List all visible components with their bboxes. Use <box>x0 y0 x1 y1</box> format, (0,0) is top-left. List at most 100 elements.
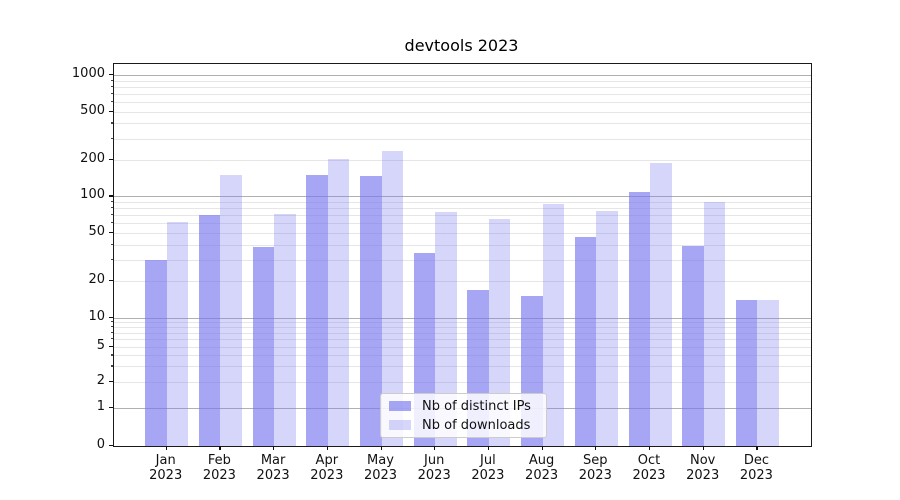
y-tick-mark-2 <box>109 380 113 382</box>
y-tick-mark-1 <box>109 406 113 408</box>
bar-nb-of-distinct-ips-jan <box>145 259 167 446</box>
x-tick-mark-feb <box>219 446 221 450</box>
legend-label-distinct-ips: Nb of distinct IPs <box>422 398 531 414</box>
legend-label-downloads: Nb of downloads <box>422 417 531 433</box>
x-tick-label-oct: Oct 2023 <box>632 453 666 483</box>
x-tick-label-may: May 2023 <box>363 453 398 483</box>
bar-nb-of-downloads-aug <box>542 203 565 446</box>
bar-nb-of-distinct-ips-may <box>360 175 382 446</box>
gridline-minor-80 <box>114 208 811 210</box>
gridline-minor-400 <box>114 123 811 125</box>
bar-nb-of-distinct-ips-nov <box>682 246 704 446</box>
y-tick-mark-500 <box>109 110 113 112</box>
gridline-minor-5 <box>114 347 811 348</box>
gridline-minor-9 <box>114 322 811 324</box>
y-tick-label-50: 50 <box>88 223 105 239</box>
y-minortick-mark-80 <box>111 207 113 209</box>
x-tick-label-mar: Mar 2023 <box>256 453 290 483</box>
x-tick-mark-aug <box>541 446 543 450</box>
y-tick-label-1000: 1000 <box>71 66 105 82</box>
legend-swatch-distinct-ips <box>389 401 411 411</box>
gridline-minor-30 <box>114 259 811 261</box>
x-tick-label-apr: Apr 2023 <box>310 453 344 483</box>
gridline-minor-70 <box>114 215 811 217</box>
x-tick-label-aug: Aug 2023 <box>525 453 559 483</box>
y-tick-mark-0 <box>109 445 113 447</box>
y-minortick-mark-70 <box>111 214 113 216</box>
x-tick-label-jul: Jul 2023 <box>471 453 505 483</box>
bar-nb-of-distinct-ips-dec <box>735 299 758 446</box>
x-tick-label-feb: Feb 2023 <box>202 453 236 483</box>
y-minortick-mark-800 <box>111 85 113 88</box>
plot-area <box>113 63 812 447</box>
y-tick-mark-1000 <box>109 74 113 76</box>
bar-nb-of-downloads-dec <box>757 299 779 446</box>
gridline-minor-90 <box>114 201 811 203</box>
y-tick-label-2: 2 <box>96 372 105 388</box>
legend: Nb of distinct IPs Nb of downloads <box>380 393 547 438</box>
x-tick-label-jun: Jun 2023 <box>417 453 451 483</box>
x-tick-mark-mar <box>273 446 275 450</box>
y-tick-mark-10 <box>109 316 113 318</box>
gridline-minor-900 <box>114 80 811 82</box>
y-tick-label-500: 500 <box>80 102 105 118</box>
y-minortick-mark-7 <box>111 331 113 333</box>
y-tick-mark-20 <box>109 280 113 282</box>
y-minortick-mark-90 <box>111 200 113 203</box>
legend-item-downloads: Nb of downloads <box>389 418 546 433</box>
gridline-major-1000 <box>114 75 811 77</box>
y-tick-label-10: 10 <box>88 308 105 324</box>
y-tick-label-5: 5 <box>96 338 105 353</box>
y-minortick-mark-700 <box>111 92 113 95</box>
gridline-minor-60 <box>114 223 811 225</box>
bar-nb-of-distinct-ips-mar <box>252 247 275 446</box>
y-minortick-mark-6 <box>111 338 113 340</box>
bar-nb-of-downloads-jun <box>435 211 457 446</box>
bar-nb-of-distinct-ips-apr <box>306 175 328 446</box>
gridline-minor-8 <box>114 327 811 329</box>
gridline-minor-4 <box>114 355 811 357</box>
bar-nb-of-downloads-jan <box>166 222 189 446</box>
y-tick-label-1: 1 <box>96 398 105 414</box>
chart-title: devtools 2023 <box>404 36 519 55</box>
bar-nb-of-distinct-ips-sep <box>574 237 597 446</box>
bar-nb-of-downloads-mar <box>274 213 296 446</box>
y-tick-mark-100 <box>109 195 113 197</box>
y-minortick-mark-300 <box>111 137 113 139</box>
y-tick-mark-50 <box>109 231 113 234</box>
bar-nb-of-distinct-ips-oct <box>628 191 650 446</box>
gridline-minor-3 <box>114 366 811 368</box>
x-tick-mark-apr <box>326 446 328 450</box>
gridline-minor-700 <box>114 93 811 95</box>
bar-nb-of-downloads-feb <box>220 175 242 446</box>
x-tick-mark-jan <box>165 446 167 450</box>
y-minortick-mark-40 <box>111 243 113 245</box>
y-minortick-mark-400 <box>111 122 113 124</box>
gridline-minor-6 <box>114 339 811 341</box>
y-minortick-mark-3 <box>111 365 113 367</box>
x-tick-mark-jul <box>487 446 490 450</box>
gridline-minor-2 <box>114 381 811 383</box>
x-tick-label-jan: Jan 2023 <box>149 453 183 483</box>
y-tick-label-200: 200 <box>80 150 105 166</box>
bar-nb-of-downloads-apr <box>327 159 350 446</box>
legend-item-distinct-ips: Nb of distinct IPs <box>389 399 546 414</box>
gridline-minor-40 <box>114 244 811 246</box>
gridline-minor-7 <box>114 332 811 334</box>
gridline-major-10 <box>114 317 811 319</box>
y-tick-label-100: 100 <box>80 187 105 203</box>
y-tick-mark-200 <box>109 158 113 161</box>
y-minortick-mark-4 <box>111 354 113 356</box>
bar-nb-of-downloads-jul <box>488 219 511 446</box>
x-tick-label-nov: Nov 2023 <box>686 453 720 483</box>
y-minortick-mark-60 <box>111 222 113 224</box>
x-tick-mark-nov <box>702 446 704 450</box>
gridline-minor-20 <box>114 281 811 283</box>
bar-nb-of-downloads-nov <box>703 201 726 446</box>
x-tick-mark-dec <box>756 446 758 450</box>
bar-nb-of-downloads-may <box>381 151 403 446</box>
y-tick-mark-5 <box>109 346 113 348</box>
gridline-minor-50 <box>114 232 811 234</box>
gridline-minor-300 <box>114 138 811 140</box>
bar-nb-of-distinct-ips-feb <box>198 215 221 446</box>
